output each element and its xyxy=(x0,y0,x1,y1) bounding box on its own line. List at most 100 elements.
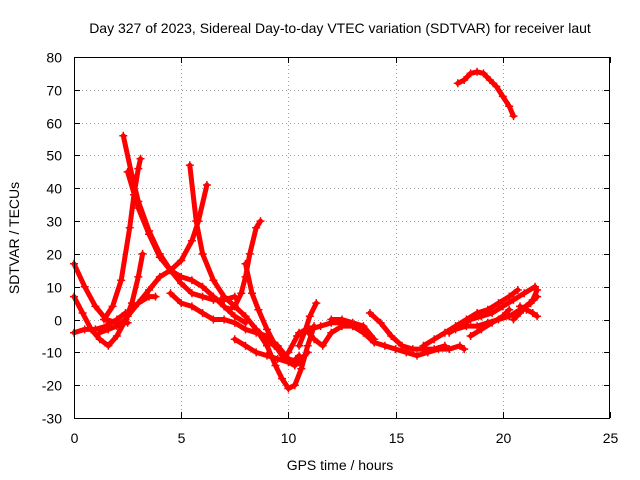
data-point xyxy=(177,299,186,308)
data-point xyxy=(327,328,336,337)
data-point xyxy=(473,322,482,331)
data-point xyxy=(522,305,531,314)
series-arc-10 xyxy=(224,217,265,314)
data-point xyxy=(413,351,421,360)
series-line xyxy=(517,303,540,319)
y-tick-label: -30 xyxy=(42,411,62,427)
data-point xyxy=(80,325,89,334)
data-point xyxy=(248,289,256,298)
data-point xyxy=(477,325,486,334)
data-point xyxy=(80,282,89,291)
series-arc-18 xyxy=(327,315,379,344)
data-point xyxy=(451,325,460,334)
data-point xyxy=(121,315,130,324)
data-point xyxy=(505,305,514,314)
data-point xyxy=(185,161,194,170)
data-point xyxy=(370,338,379,347)
data-point xyxy=(78,309,87,317)
data-point xyxy=(509,295,518,304)
data-point xyxy=(138,249,147,258)
data-point xyxy=(209,276,218,285)
data-point xyxy=(271,341,280,350)
data-point xyxy=(488,309,497,317)
data-point xyxy=(391,345,400,354)
y-tick-label: 30 xyxy=(46,214,62,230)
data-point xyxy=(95,328,104,337)
data-point xyxy=(134,164,143,173)
plot-frame xyxy=(74,57,610,419)
series-arc-17 xyxy=(295,299,321,350)
data-point xyxy=(91,302,100,311)
data-point xyxy=(509,315,518,324)
data-point xyxy=(271,361,280,370)
y-tick-label: 10 xyxy=(46,280,62,296)
data-point xyxy=(284,384,293,393)
data-point xyxy=(528,295,537,304)
data-point xyxy=(209,315,218,324)
data-point xyxy=(187,302,196,311)
series-arc-27 xyxy=(453,67,518,121)
data-point xyxy=(220,302,229,311)
data-point xyxy=(295,341,304,350)
data-point xyxy=(479,69,488,78)
data-point xyxy=(466,69,475,78)
data-point xyxy=(155,272,164,281)
data-point xyxy=(290,361,299,370)
data-point xyxy=(303,341,312,350)
y-tick-label: 50 xyxy=(46,148,62,164)
data-point xyxy=(134,204,143,212)
x-tick-label: 0 xyxy=(71,430,79,446)
data-point xyxy=(237,289,246,298)
x-tick-label: 25 xyxy=(603,430,619,446)
data-point xyxy=(434,345,443,354)
series-arc-6 xyxy=(100,154,145,324)
chart-title: Day 327 of 2023, Sidereal Day-to-day VTE… xyxy=(89,20,591,36)
axis-ticks: 0 5 10 15 20 25 -30 -20 -10 0 10 20 30 40 50 60 70 80 xyxy=(42,50,619,447)
data-point xyxy=(423,348,432,357)
data-point xyxy=(301,325,310,334)
data-point xyxy=(145,286,153,294)
data-point xyxy=(492,82,501,91)
data-point xyxy=(166,266,175,275)
x-tick-label: 5 xyxy=(178,430,186,446)
data-point xyxy=(254,305,263,314)
x-tick-label: 20 xyxy=(496,430,512,446)
y-tick-label: 40 xyxy=(46,181,62,197)
data-point xyxy=(516,302,524,311)
data-point xyxy=(488,318,497,327)
data-point xyxy=(241,341,250,350)
series-arc-19 xyxy=(365,309,449,354)
data-point xyxy=(134,299,143,308)
data-point xyxy=(220,292,229,301)
data-point xyxy=(318,341,327,350)
series-arc-4 xyxy=(95,249,147,337)
data-point xyxy=(310,335,319,344)
data-point xyxy=(177,256,186,265)
data-point xyxy=(245,249,254,258)
data-point xyxy=(202,181,211,189)
data-point xyxy=(316,322,325,331)
data-point xyxy=(123,309,132,317)
data-point xyxy=(220,315,229,324)
data-point xyxy=(419,341,428,350)
data-point xyxy=(187,289,196,298)
data-point xyxy=(198,309,207,317)
data-point xyxy=(91,325,100,334)
data-point xyxy=(477,312,486,321)
data-point xyxy=(252,325,261,334)
data-point xyxy=(445,345,454,354)
data-point xyxy=(112,322,121,331)
data-point xyxy=(380,341,389,350)
data-point xyxy=(166,289,175,298)
data-point xyxy=(498,312,507,321)
series-arc-9 xyxy=(185,161,293,363)
data-point xyxy=(297,364,306,373)
data-point xyxy=(293,332,301,340)
data-point xyxy=(455,341,464,350)
data-point xyxy=(112,332,121,340)
data-point xyxy=(359,322,368,331)
data-point xyxy=(177,272,186,281)
y-tick-label: -20 xyxy=(42,378,62,394)
y-tick-label: 70 xyxy=(46,83,62,99)
data-point xyxy=(445,328,454,337)
